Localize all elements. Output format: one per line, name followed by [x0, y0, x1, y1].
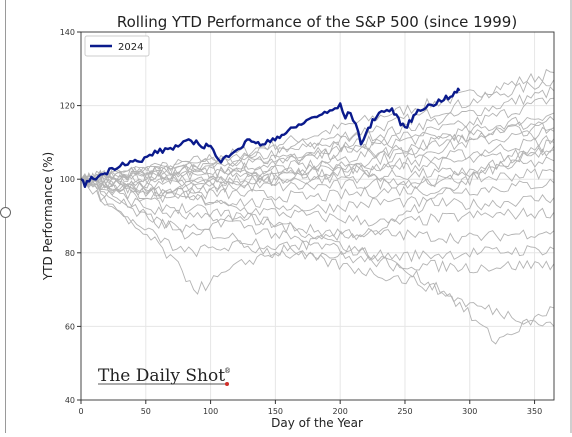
historical-year-line — [80, 177, 555, 263]
historical-year-line — [80, 139, 555, 295]
historical-year-line — [80, 148, 555, 192]
historical-year-line — [80, 175, 555, 245]
series-2024-line — [80, 87, 461, 188]
plot-area — [80, 31, 555, 401]
x-tick-label: 0 — [78, 407, 83, 416]
historical-year-line — [80, 177, 555, 227]
resize-handle-icon[interactable] — [0, 207, 11, 218]
historical-year-line — [80, 97, 555, 183]
plot-background — [81, 32, 554, 400]
x-tick-label: 200 — [333, 407, 348, 416]
watermark-dot-icon — [225, 382, 229, 386]
watermark-logo: The Daily Shot ® — [98, 366, 231, 386]
watermark-text: The Daily Shot — [98, 366, 225, 386]
right-divider — [570, 0, 572, 433]
historical-year-line — [80, 178, 555, 327]
historical-year-line — [80, 178, 555, 345]
historical-year-line — [80, 178, 555, 215]
x-tick-label: 350 — [527, 407, 542, 416]
historical-year-line — [80, 112, 555, 181]
y-tick-label: 60 — [65, 322, 75, 331]
y-tick-label: 40 — [65, 396, 75, 405]
historical-year-line — [81, 145, 555, 200]
x-tick-label: 100 — [203, 407, 218, 416]
x-tick-label: 250 — [397, 407, 412, 416]
y-tick-label: 80 — [65, 249, 75, 258]
y-axis-label: YTD Performance (%) — [41, 152, 55, 281]
historical-year-line — [80, 178, 555, 274]
historical-year-line — [80, 122, 555, 184]
y-tick-label: 120 — [60, 102, 75, 111]
historical-year-line — [80, 86, 555, 182]
historical-year-line — [80, 68, 555, 186]
plot-frame — [80, 31, 555, 401]
x-tick-label: 300 — [462, 407, 477, 416]
historical-year-line — [80, 79, 555, 186]
historical-year-line — [80, 156, 555, 189]
legend: 2024 — [84, 35, 150, 57]
legend-label-2024: 2024 — [118, 42, 143, 53]
historical-year-line — [80, 134, 555, 189]
y-axis-ticks: 40 60 80 100 120 140 — [60, 28, 81, 405]
x-tick-label: 50 — [141, 407, 151, 416]
y-tick-label: 100 — [60, 175, 75, 184]
watermark-registered-mark: ® — [224, 367, 231, 375]
chart-title: Rolling YTD Performance of the S&P 500 (… — [117, 13, 517, 31]
historical-year-line — [80, 177, 555, 203]
x-tick-label: 150 — [268, 407, 283, 416]
historical-series — [80, 68, 555, 345]
highlight-series — [80, 87, 461, 188]
y-tick-label: 140 — [60, 28, 75, 37]
x-axis-label: Day of the Year — [271, 416, 363, 430]
x-axis-ticks: 0 50 100 150 200 250 300 350 — [78, 400, 542, 416]
legend-box — [84, 35, 150, 57]
